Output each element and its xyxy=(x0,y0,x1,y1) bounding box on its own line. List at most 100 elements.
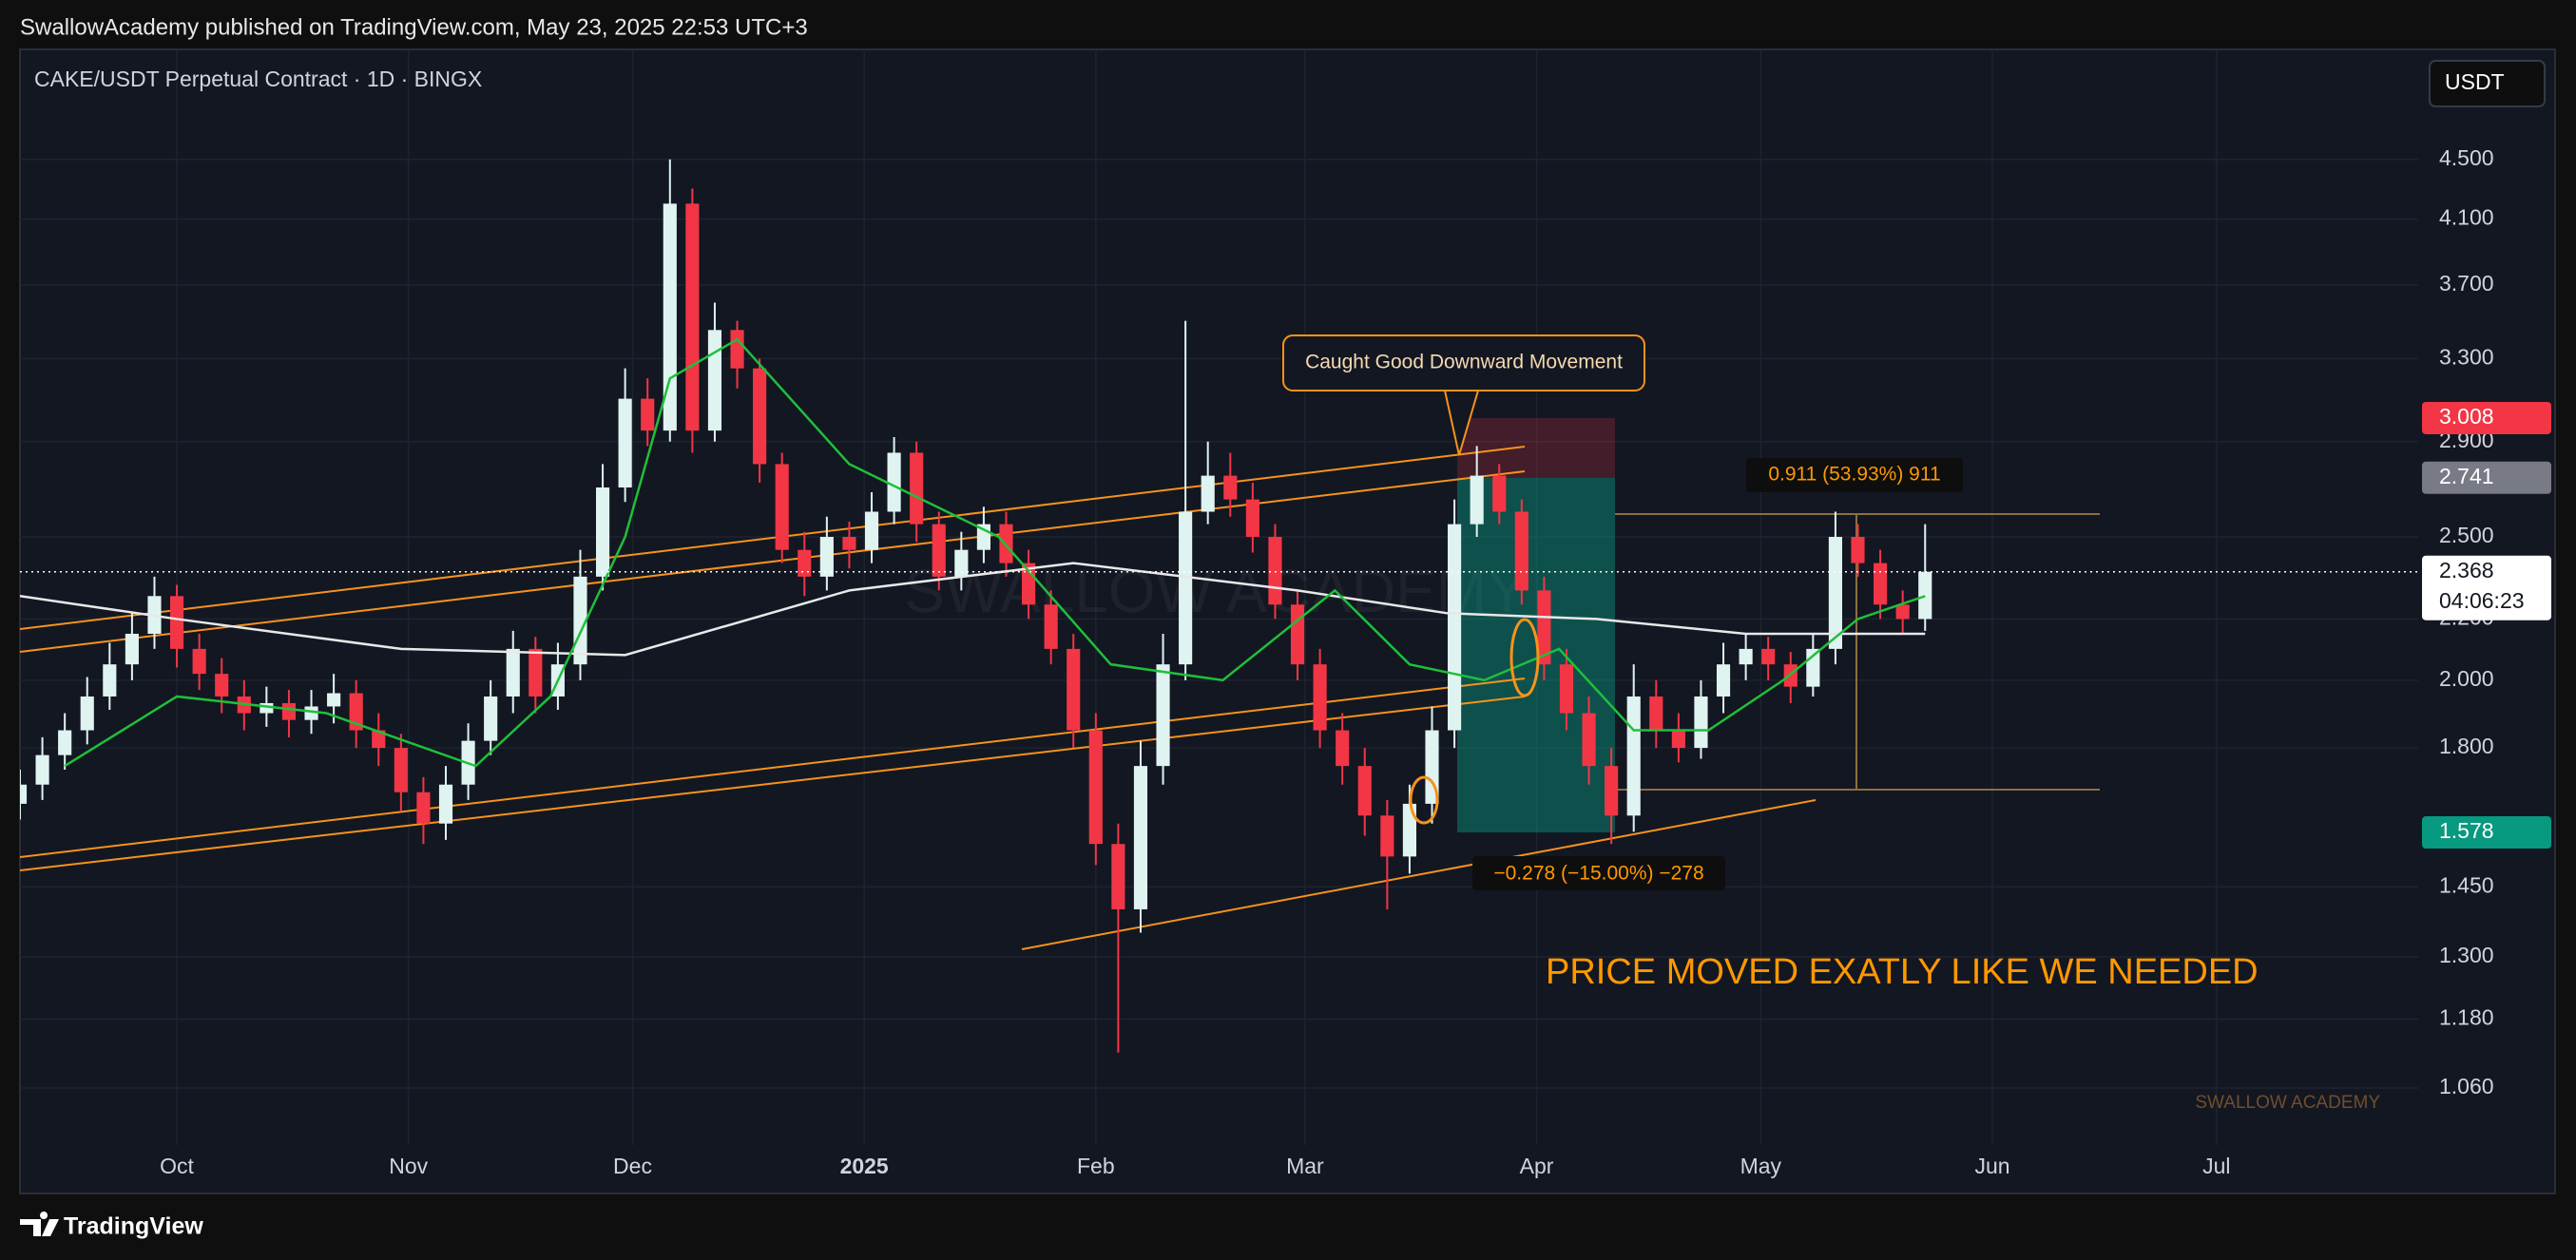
y-tick-label: 1.180 xyxy=(2439,1005,2494,1030)
candle-body xyxy=(1268,537,1282,605)
circle-mark xyxy=(1409,775,1439,825)
currency-button[interactable] xyxy=(2429,60,2546,107)
y-tick-label: 3.700 xyxy=(2439,271,2494,296)
target-label-box xyxy=(1746,458,1963,492)
candle-body xyxy=(1918,571,1932,620)
candle-body xyxy=(618,398,632,487)
x-tick-label: Oct xyxy=(160,1154,194,1178)
candle-body xyxy=(169,596,184,649)
candle-body xyxy=(932,524,946,577)
footer-logo xyxy=(20,1212,59,1236)
stop-label-box xyxy=(1472,856,1725,890)
y-tick-label: 1.450 xyxy=(2439,872,2494,897)
candle-body xyxy=(1694,696,1708,749)
candle-body xyxy=(1179,511,1193,665)
y-tick-label: 1.060 xyxy=(2439,1074,2494,1098)
y-tick-label: 1.800 xyxy=(2439,734,2494,758)
candle-body xyxy=(372,730,386,749)
y-tick-label: 4.100 xyxy=(2439,205,2494,230)
trend-line xyxy=(20,446,1526,630)
candle-body xyxy=(707,330,722,431)
candle-body xyxy=(1671,730,1685,749)
headline: PRICE MOVED EXATLY LIKE WE NEEDED xyxy=(1546,952,2259,992)
candle-body xyxy=(394,748,408,792)
stop-label: −0.278 (−15.00%) −278 xyxy=(1493,863,1703,885)
candle-body xyxy=(1067,648,1081,731)
candle-body xyxy=(1492,475,1507,512)
candle-body xyxy=(1402,803,1416,857)
candle-body xyxy=(1088,730,1103,845)
candle-body xyxy=(1895,604,1910,620)
candle-body xyxy=(910,452,924,525)
candle-body xyxy=(416,792,431,824)
candle-body xyxy=(730,330,744,369)
candle-body xyxy=(1761,648,1776,665)
candle-body xyxy=(20,784,28,804)
price-label-box xyxy=(2422,401,2551,434)
candle-body xyxy=(775,464,789,550)
candle-body xyxy=(1336,730,1350,767)
moving-average xyxy=(20,562,1926,657)
candle-body xyxy=(1380,815,1394,857)
candle-body xyxy=(798,549,812,577)
candle-body xyxy=(125,633,139,665)
candle-body xyxy=(281,702,297,720)
candle-body xyxy=(595,487,610,577)
candle-body xyxy=(641,398,655,431)
candle-body xyxy=(1828,537,1843,649)
x-tick-label: Jul xyxy=(2202,1154,2230,1178)
markups: Caught Good Downward Movement 0.911 (53.… xyxy=(1282,334,2380,1113)
candle-body xyxy=(1448,524,1462,731)
candle-body xyxy=(864,511,879,550)
trend-line xyxy=(1021,799,1817,950)
candle-body xyxy=(1649,696,1663,731)
chart-title: CAKE/USDT Perpetual Contract · 1D · BING… xyxy=(34,67,482,91)
candle-body xyxy=(753,368,767,465)
candle-body xyxy=(1537,590,1551,665)
x-tick-label: Mar xyxy=(1286,1154,1324,1178)
y-tick-label: 2.000 xyxy=(2439,666,2494,691)
candle-body xyxy=(1223,475,1238,500)
candle-body xyxy=(529,648,543,697)
price-label: 2.741 xyxy=(2439,464,2494,488)
candle-body xyxy=(1290,604,1305,665)
candle-body xyxy=(1133,766,1148,909)
candle-body xyxy=(1156,664,1170,767)
publish-header: SwallowAcademy published on TradingView.… xyxy=(20,14,808,40)
x-tick-label: Jun xyxy=(1974,1154,2009,1178)
candle-body xyxy=(1739,648,1753,665)
currency-label: USDT xyxy=(2445,69,2505,94)
candle-body xyxy=(1111,844,1125,909)
x-tick-label: Feb xyxy=(1077,1154,1115,1178)
candle-body xyxy=(484,696,498,741)
candle-body xyxy=(1514,511,1528,591)
trend-line xyxy=(20,470,1526,653)
candle-body xyxy=(1626,696,1641,816)
footer-brand: TradingView xyxy=(64,1213,203,1240)
candle-body xyxy=(327,693,341,707)
candle-body xyxy=(1605,766,1619,816)
price-label-box xyxy=(2422,461,2551,494)
candle-body xyxy=(1044,604,1058,649)
callout-text: Caught Good Downward Movement xyxy=(1305,352,1623,373)
trend-line xyxy=(20,678,1526,858)
candle-body xyxy=(1874,563,1888,605)
candle-body xyxy=(215,674,229,697)
price-label: 1.578 xyxy=(2439,818,2494,843)
target-label: 0.911 (53.93%) 911 xyxy=(1768,464,1940,486)
candle-body xyxy=(35,754,49,785)
candle-body xyxy=(438,784,453,824)
price-label-box xyxy=(2422,555,2551,620)
x-tick-label: Dec xyxy=(613,1154,652,1178)
candle-body xyxy=(80,696,94,731)
axes: 4.5004.1003.7003.3002.9002.5002.2002.000… xyxy=(20,145,2551,1178)
candle-body xyxy=(260,702,274,714)
y-tick-label: 3.300 xyxy=(2439,344,2494,369)
candle-body xyxy=(58,730,72,755)
candle-body xyxy=(1582,713,1596,767)
candle-body xyxy=(103,664,117,697)
candle-body xyxy=(887,452,901,512)
chart-pane xyxy=(19,48,2556,1194)
candle-body xyxy=(304,706,318,720)
